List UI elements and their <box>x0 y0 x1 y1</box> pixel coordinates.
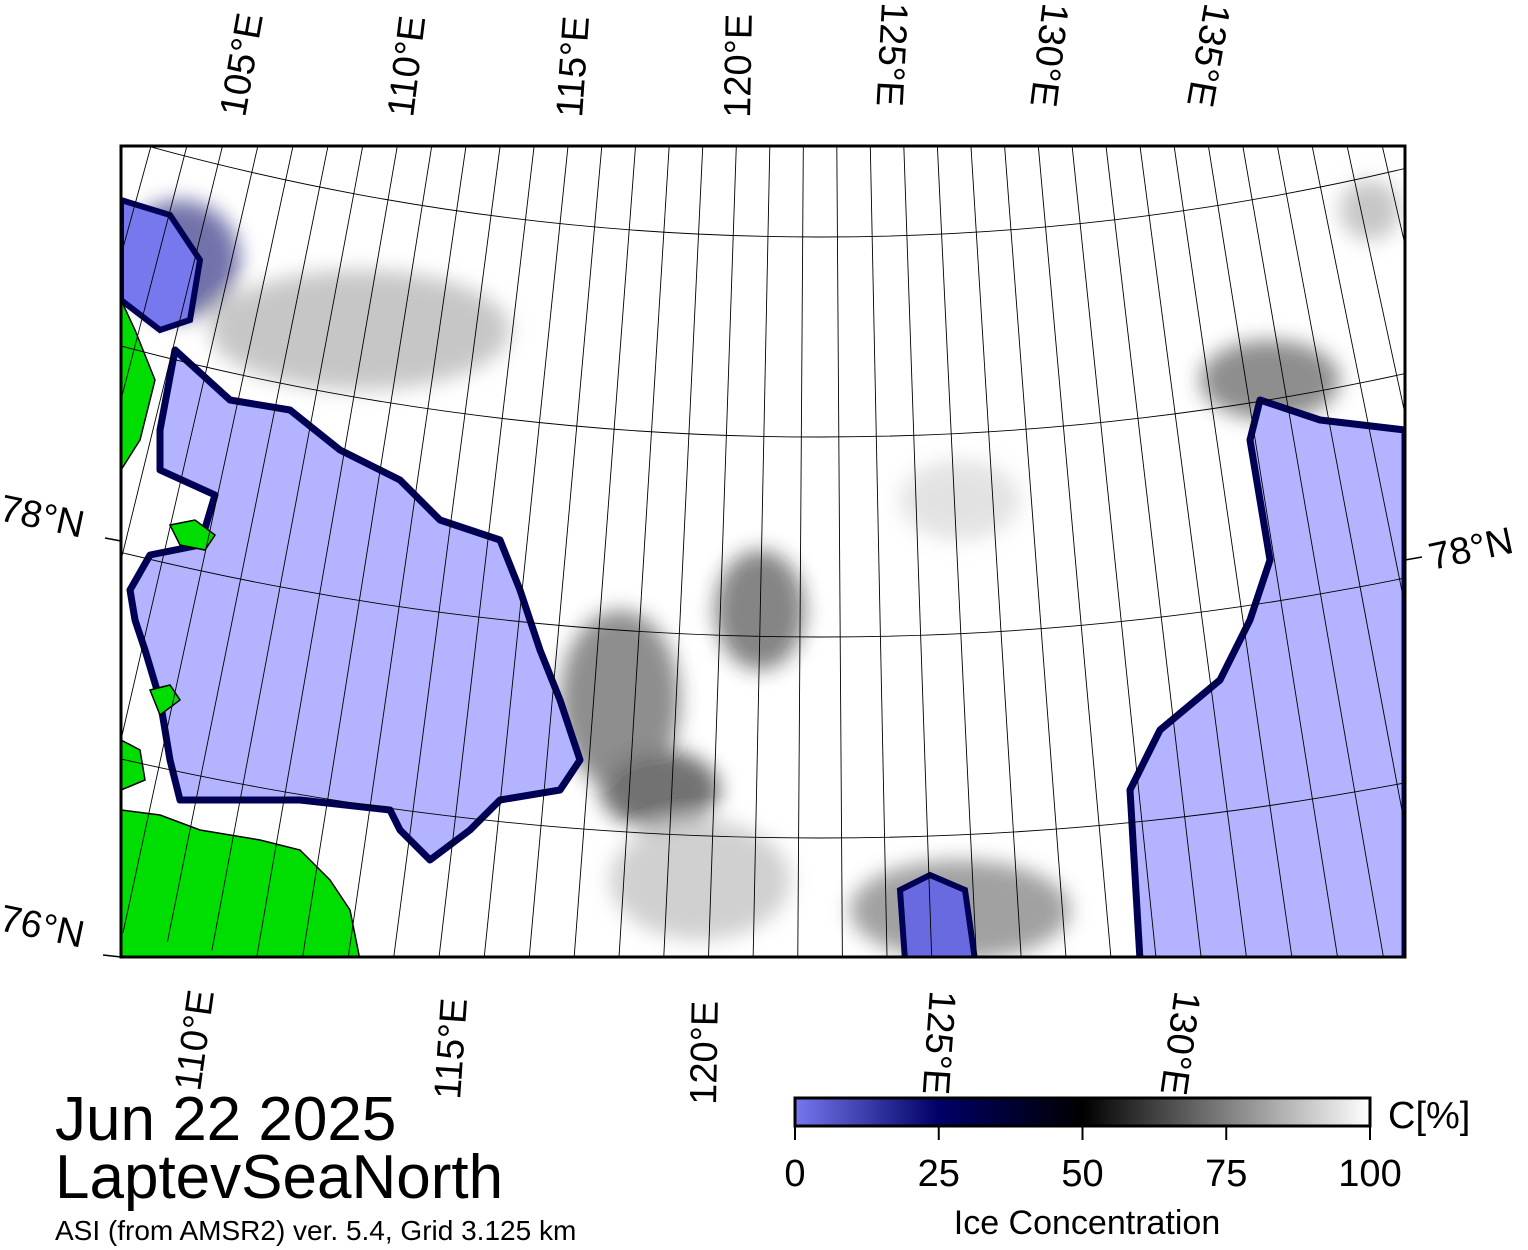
meridian <box>122 146 294 933</box>
meridian <box>0 3 122 864</box>
meridian <box>1139 146 1247 957</box>
land-west-strip <box>121 299 156 472</box>
colorbar-tick-label: 0 <box>784 1153 805 1195</box>
meridian <box>663 146 704 957</box>
meridian <box>752 146 771 957</box>
lon-label: 130°E <box>1021 1 1075 109</box>
meridian <box>121 146 152 258</box>
meridian <box>1391 38 1528 912</box>
meridian <box>573 146 636 957</box>
meridian <box>936 146 977 957</box>
date: Jun 22 2025 <box>55 1085 396 1154</box>
lon-label: 120°E <box>683 1000 727 1105</box>
meridian <box>1242 146 1384 957</box>
lat-label: 78°N <box>1425 520 1517 579</box>
colorbar-title: Ice Concentration <box>954 1204 1221 1242</box>
meridian <box>256 146 398 957</box>
meridian <box>1423 30 1528 901</box>
meridian <box>347 146 467 957</box>
island <box>168 519 217 551</box>
region: LaptevSeaNorth <box>55 1143 503 1212</box>
top-lon-labels: 105°E 110°E 115°E 120°E 125°E 130°E 135°… <box>213 0 1238 119</box>
meridian <box>166 146 329 942</box>
island <box>121 739 146 791</box>
lon-label: 105°E <box>213 10 272 120</box>
lon-label: 125°E <box>914 989 963 1096</box>
pack-ice-south <box>896 871 978 957</box>
map-area <box>0 0 1528 957</box>
lon-label: 115°E <box>427 997 476 1101</box>
meridian <box>0 0 90 851</box>
meridian <box>483 146 569 957</box>
map-frame <box>119 144 1407 959</box>
meridian <box>0 0 59 837</box>
lat-label: 78°N <box>0 488 88 547</box>
colorbar-tick-label: 25 <box>918 1153 960 1195</box>
meridian <box>1207 146 1339 957</box>
colorbar: C[%] Ice Concentration 0 25 50 75 100 <box>784 1095 1470 1242</box>
meridian <box>1004 146 1067 957</box>
meridian <box>121 146 223 563</box>
meridian <box>903 146 933 957</box>
meridian <box>121 146 188 402</box>
pack-ice-east <box>1126 396 1405 957</box>
meridian <box>869 146 888 957</box>
meridian <box>528 146 603 957</box>
meridian <box>393 146 501 957</box>
meridian <box>708 146 737 957</box>
meridian <box>1071 146 1157 957</box>
lon-label: 135°E <box>1178 0 1237 110</box>
meridian <box>211 146 364 951</box>
colorbar-tick-label: 75 <box>1205 1153 1247 1195</box>
meridian <box>438 146 535 957</box>
meridian <box>1346 146 1405 417</box>
colorbar-gradient <box>793 1096 1372 1128</box>
meridian <box>1173 146 1293 957</box>
meridian <box>1311 146 1405 609</box>
lon-label: 120°E <box>717 13 761 118</box>
colorbar-tick-label: 100 <box>1338 1153 1401 1195</box>
pack-ice-north <box>121 196 204 334</box>
graticule-ticks <box>102 537 1423 958</box>
meridian <box>970 146 1022 957</box>
lon-label: 125°E <box>868 2 915 108</box>
meridian <box>1381 146 1405 247</box>
meridian <box>618 146 670 957</box>
lon-label: 115°E <box>549 15 598 119</box>
meridian <box>0 0 28 822</box>
colorbar-unit: C[%] <box>1388 1095 1470 1137</box>
meridian <box>836 146 843 957</box>
meridian <box>302 146 433 957</box>
lon-label: 110°E <box>380 14 434 119</box>
meridian <box>1487 13 1528 878</box>
land-south-west <box>121 809 361 957</box>
lon-label: 110°E <box>167 987 223 1093</box>
meridian <box>1276 146 1405 829</box>
meridian <box>121 146 259 742</box>
lat-label: 76°N <box>0 898 88 957</box>
meridian <box>1455 21 1528 889</box>
meridian <box>1518 3 1528 864</box>
graticule <box>0 0 1528 957</box>
meridian <box>1037 146 1112 957</box>
colorbar-tick-label: 50 <box>1061 1153 1103 1195</box>
meridian <box>1105 146 1202 957</box>
pack-ice-west <box>126 346 584 864</box>
meridian <box>797 146 804 957</box>
lon-label: 130°E <box>1152 989 1208 1098</box>
source: ASI (from AMSR2) ver. 5.4, Grid 3.125 km <box>55 1215 576 1246</box>
island <box>148 684 182 717</box>
